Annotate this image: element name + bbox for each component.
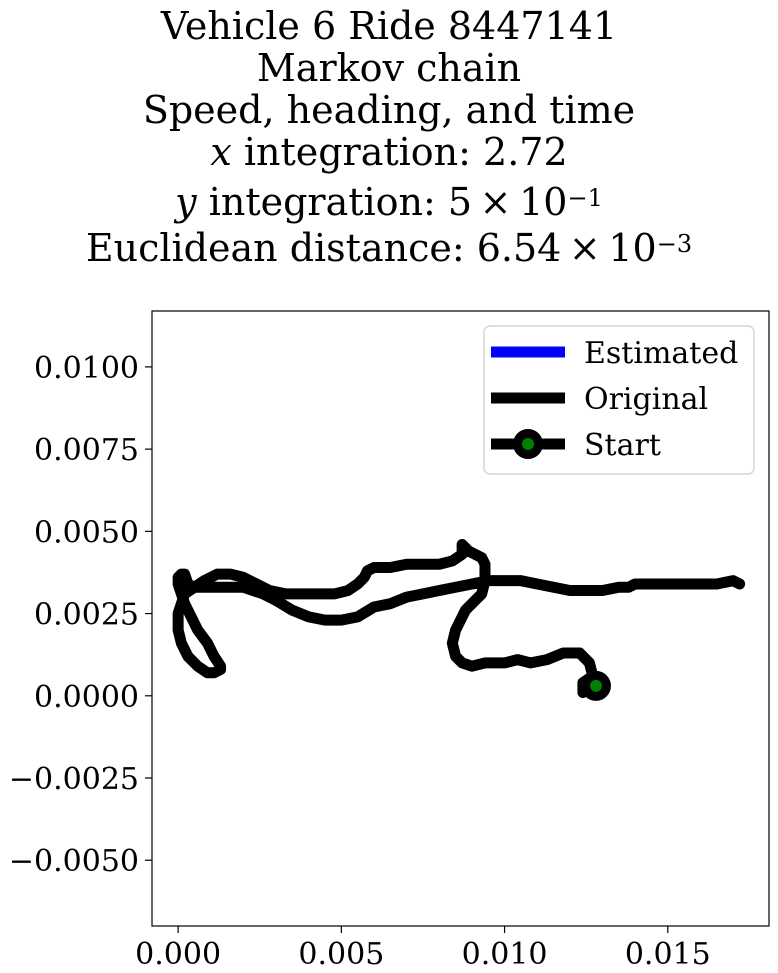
axis-ticks: 0.000 0.005 0.010 0.015 0.0100 0.0075 0.0050 0.… [9,351,711,972]
y-tick-label: −0.0050 [9,844,139,879]
x-tick-label: 0.000 [135,937,221,972]
title-y-variable: y [175,180,197,224]
legend-estimated-label: Estimated [584,336,738,371]
start-point-dot [589,679,602,692]
legend-box [483,325,755,475]
y-tick-label: 0.0100 [34,351,139,386]
title-x-variable: x [210,130,232,174]
y-tick-label: 0.0000 [34,680,139,715]
x-tick-label: 0.010 [462,937,548,972]
title-line-features: Speed, heading, and time [142,88,636,132]
title-x-integration-value: integration: 2.72 [231,130,568,174]
y-tick-label: 0.0050 [34,515,139,550]
y-tick-label: −0.0025 [9,762,139,797]
title-line-x-integration: x integration: 2.72 [0,130,778,174]
legend-start-marker-dot [522,438,534,450]
title-y-integration-value: integration: 5 × 10 [196,180,568,224]
title-euclidean-value: Euclidean distance: 6.54 × 10 [85,226,657,270]
x-tick-label: 0.015 [625,937,711,972]
legend-start-label: Start [584,428,661,463]
title-line-model: Markov chain [256,46,522,90]
y-tick-label: 0.0025 [34,598,139,633]
y-tick-label: 0.0075 [34,433,139,468]
plot-frame [151,310,770,927]
plot-series-layer [172,539,746,701]
title-line-euclidean: Euclidean distance: 6.54 × 10−3 [0,226,778,270]
title-y-exponent: −1 [567,184,603,212]
title-line-y-integration: y integration: 5 × 10−1 [0,180,778,224]
legend-original-label: Original [584,382,708,417]
x-tick-label: 0.005 [298,937,384,972]
original-series-line [172,539,746,698]
legend: Estimated Original Start [483,325,755,475]
title-line-vehicle: Vehicle 6 Ride 8447141 [160,4,618,48]
title-euclidean-exponent: −3 [656,230,693,258]
